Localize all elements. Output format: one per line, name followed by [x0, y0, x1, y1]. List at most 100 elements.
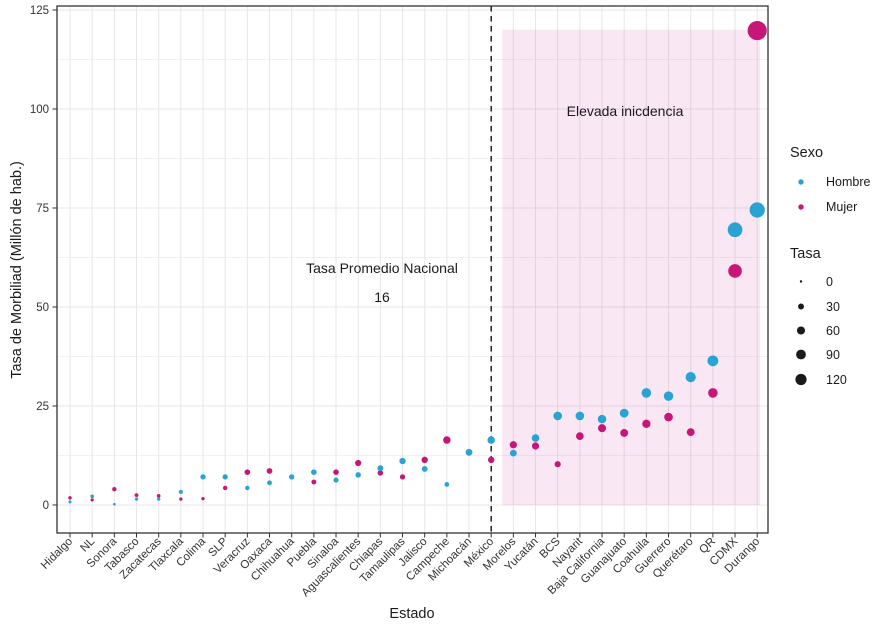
point-hombre-mexico	[487, 436, 495, 444]
point-hombre-puebla	[311, 469, 317, 475]
y-tick-label-75: 75	[36, 203, 49, 215]
point-mujer-campeche	[443, 436, 451, 444]
point-mujer-veracruz	[244, 469, 251, 475]
x-tick-label-hidalgo: Hidalgo	[39, 536, 75, 572]
point-mujer-sinaloa	[333, 469, 339, 475]
point-hombre-cdmx	[727, 222, 743, 238]
legend-mujer-label: Mujer	[826, 200, 857, 214]
point-hombre-guerrero	[663, 391, 674, 401]
point-hombre-nl	[90, 494, 94, 499]
point-hombre-bcs	[553, 411, 563, 421]
point-mujer-hidalgo	[68, 496, 72, 500]
point-hombre-sonora	[112, 502, 116, 506]
point-mujer-guanajuato	[620, 429, 629, 437]
point-hombre-durango	[749, 202, 765, 218]
point-hombre-qr	[707, 355, 719, 367]
point-mujer-zacatecas	[156, 494, 161, 498]
axis-ticks	[52, 9, 758, 538]
point-hombre-oaxaca	[267, 480, 272, 486]
legend-mujer-swatch-icon	[798, 204, 804, 210]
annotation-national-average-value: 16	[374, 289, 390, 305]
point-mujer-chiapas	[377, 470, 384, 476]
y-axis-title: Tasa de Morbiliad (Millón de hab.)	[9, 161, 25, 379]
point-mujer-queretaro	[686, 428, 695, 437]
point-hombre-sinaloa	[333, 477, 339, 483]
point-hombre-yucatan	[531, 434, 540, 442]
point-hombre-chihuahua	[289, 474, 295, 480]
point-hombre-queretaro	[685, 371, 696, 383]
point-mujer-sonora	[112, 486, 117, 492]
legend-tasa-title: Tasa	[790, 246, 822, 262]
point-mujer-cdmx	[728, 264, 742, 278]
legend: Sexo Hombre Mujer Tasa 0 30 60 90 120	[790, 145, 871, 387]
panel-border	[56, 5, 769, 534]
point-hombre-veracruz	[245, 485, 250, 491]
point-mujer-tabasco	[134, 493, 139, 497]
legend-size-items: 0 30 60 90 120	[795, 275, 847, 387]
elevated-incidence-region	[502, 29, 760, 506]
point-hombre-guanajuato	[619, 408, 629, 418]
point-mujer-oaxaca	[266, 468, 273, 474]
data-points	[68, 20, 767, 506]
point-mujer-yucatan	[531, 442, 540, 450]
legend-hombre-label: Hombre	[826, 175, 871, 189]
point-mujer-tlaxcala	[179, 497, 183, 501]
point-hombre-slp	[222, 474, 228, 480]
point-hombre-campeche	[444, 482, 450, 487]
legend-size-dot-90	[796, 349, 806, 360]
point-hombre-morelos	[509, 449, 517, 457]
y-tick-label-125: 125	[30, 5, 49, 17]
y-tick-label-0: 0	[43, 500, 49, 512]
legend-size-dot-30	[798, 303, 804, 310]
point-mujer-coahuila	[642, 419, 651, 428]
point-hombre-coahuila	[641, 388, 652, 398]
point-mujer-guerrero	[664, 412, 673, 422]
legend-size-dot-120	[795, 373, 807, 386]
annotation-national-average-label: Tasa Promedio Nacional	[306, 260, 458, 276]
point-mujer-jalisco	[421, 456, 428, 464]
legend-size-label-120: 120	[826, 373, 847, 387]
point-mujer-nl	[90, 498, 94, 502]
point-mujer-baja-california	[597, 424, 607, 433]
point-mujer-nayarit	[576, 432, 584, 440]
y-tick-label-100: 100	[30, 104, 49, 116]
annotation-elevated-incidence-label: Elevada inicdencia	[567, 103, 684, 119]
point-mujer-tamaulipas	[399, 474, 406, 480]
legend-size-label-0: 0	[826, 275, 833, 289]
legend-size-label-60: 60	[826, 324, 840, 338]
legend-size-dot-60	[796, 326, 806, 335]
point-hombre-zacatecas	[156, 497, 161, 501]
y-tick-label-25: 25	[36, 401, 49, 413]
legend-size-label-90: 90	[826, 348, 840, 362]
point-hombre-jalisco	[421, 466, 428, 472]
legend-size-dot-0	[799, 280, 803, 283]
point-hombre-aguascalientes	[355, 472, 361, 478]
point-mujer-aguascalientes	[355, 459, 362, 467]
point-hombre-tabasco	[134, 497, 139, 501]
point-hombre-hidalgo	[68, 500, 72, 504]
point-mujer-bcs	[554, 461, 561, 468]
point-hombre-nayarit	[575, 411, 585, 421]
legend-hombre-swatch-icon	[798, 179, 804, 185]
point-hombre-tamaulipas	[399, 457, 406, 465]
x-axis-title: Estado	[389, 606, 434, 622]
y-tick-label-50: 50	[36, 302, 49, 314]
gridlines	[57, 6, 768, 533]
point-mujer-mexico	[487, 456, 495, 464]
point-hombre-baja-california	[597, 414, 607, 424]
point-mujer-puebla	[311, 479, 317, 485]
x-tick-labels: Hidalgo NLSonoraTabascoZacatecasTlaxcalaC…	[39, 535, 762, 599]
point-hombre-chiapas	[377, 465, 384, 472]
point-mujer-slp	[222, 485, 228, 491]
legend-size-label-30: 30	[826, 300, 840, 314]
point-mujer-colima	[201, 496, 205, 501]
point-mujer-durango	[747, 20, 767, 41]
legend-sexo-title: Sexo	[790, 145, 823, 161]
y-tick-labels: 0 25 50 75 100 125	[30, 5, 49, 512]
point-mujer-morelos	[509, 441, 517, 449]
point-hombre-colima	[200, 474, 206, 480]
point-hombre-tlaxcala	[178, 489, 183, 494]
point-mujer-qr	[708, 388, 718, 398]
